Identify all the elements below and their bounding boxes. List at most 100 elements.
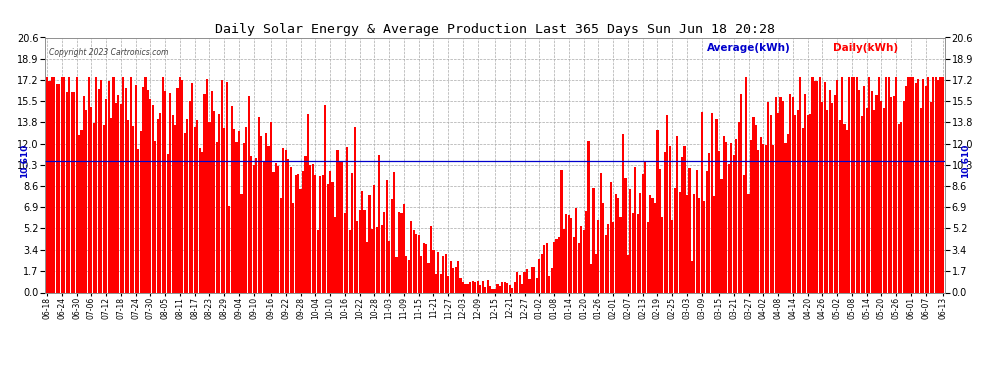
Bar — [711, 113, 713, 292]
Bar — [477, 281, 479, 292]
Bar — [691, 261, 693, 292]
Bar — [214, 111, 216, 292]
Bar — [361, 191, 363, 292]
Text: Daily(kWh): Daily(kWh) — [833, 43, 898, 52]
Bar — [754, 124, 757, 292]
Bar — [348, 230, 350, 292]
Text: Copyright 2023 Cartronics.com: Copyright 2023 Cartronics.com — [50, 48, 168, 57]
Bar — [90, 107, 92, 292]
Bar — [723, 135, 725, 292]
Bar — [85, 110, 87, 292]
Bar — [767, 102, 769, 292]
Bar — [462, 282, 464, 292]
Bar — [696, 170, 698, 292]
Bar — [701, 112, 703, 292]
Bar — [383, 212, 385, 292]
Bar — [145, 77, 147, 292]
Bar — [888, 77, 890, 292]
Bar — [764, 145, 767, 292]
Bar — [617, 198, 619, 292]
Bar — [654, 202, 656, 292]
Bar — [223, 128, 226, 292]
Bar — [597, 220, 599, 292]
Bar — [570, 217, 572, 292]
Bar — [529, 279, 531, 292]
Bar — [469, 282, 471, 292]
Bar — [607, 224, 609, 292]
Bar — [809, 114, 811, 292]
Bar — [309, 165, 312, 292]
Bar — [933, 77, 935, 292]
Bar — [216, 142, 218, 292]
Bar — [302, 171, 304, 292]
Bar — [839, 120, 841, 292]
Bar — [467, 284, 469, 292]
Bar — [860, 116, 863, 292]
Bar — [678, 192, 681, 292]
Bar — [664, 152, 666, 292]
Bar — [895, 77, 897, 292]
Bar — [640, 194, 642, 292]
Bar — [257, 117, 259, 292]
Bar — [733, 155, 735, 292]
Bar — [817, 81, 819, 292]
Bar — [703, 201, 705, 292]
Bar — [531, 267, 533, 292]
Bar — [625, 177, 627, 292]
Bar — [671, 220, 673, 292]
Bar — [863, 87, 865, 292]
Bar — [435, 274, 437, 292]
Bar — [314, 175, 317, 292]
Bar — [103, 125, 105, 292]
Bar — [179, 77, 181, 292]
Bar — [843, 124, 845, 292]
Bar — [196, 120, 198, 292]
Bar — [123, 77, 125, 292]
Bar — [454, 267, 456, 292]
Bar — [563, 230, 565, 292]
Bar — [757, 150, 759, 292]
Bar — [329, 171, 331, 292]
Bar — [716, 119, 718, 292]
Bar — [762, 144, 764, 292]
Bar — [272, 172, 274, 292]
Bar — [656, 130, 658, 292]
Bar — [651, 198, 653, 292]
Bar — [327, 184, 329, 292]
Bar — [78, 135, 80, 292]
Bar — [514, 282, 516, 292]
Bar — [893, 96, 895, 292]
Bar — [772, 145, 774, 292]
Bar — [280, 198, 282, 292]
Bar — [536, 278, 538, 292]
Bar — [344, 213, 346, 292]
Bar — [827, 110, 829, 292]
Bar — [832, 103, 834, 292]
Bar — [174, 124, 176, 292]
Bar — [472, 281, 474, 292]
Bar — [499, 286, 501, 292]
Bar — [824, 82, 826, 292]
Bar — [267, 146, 269, 292]
Bar — [98, 88, 100, 292]
Bar — [443, 256, 445, 292]
Bar — [519, 275, 521, 292]
Bar — [784, 143, 786, 292]
Bar — [356, 221, 358, 292]
Bar — [238, 131, 240, 292]
Bar — [353, 127, 355, 292]
Text: 10.610: 10.610 — [960, 144, 970, 178]
Bar — [440, 274, 442, 292]
Bar — [683, 146, 686, 292]
Bar — [769, 115, 772, 292]
Bar — [137, 149, 140, 292]
Bar — [410, 222, 413, 292]
Bar — [602, 202, 604, 292]
Bar — [246, 127, 248, 292]
Bar — [600, 173, 602, 292]
Bar — [428, 263, 430, 292]
Bar — [381, 225, 383, 292]
Bar — [324, 105, 326, 292]
Bar — [587, 141, 590, 292]
Bar — [332, 182, 334, 292]
